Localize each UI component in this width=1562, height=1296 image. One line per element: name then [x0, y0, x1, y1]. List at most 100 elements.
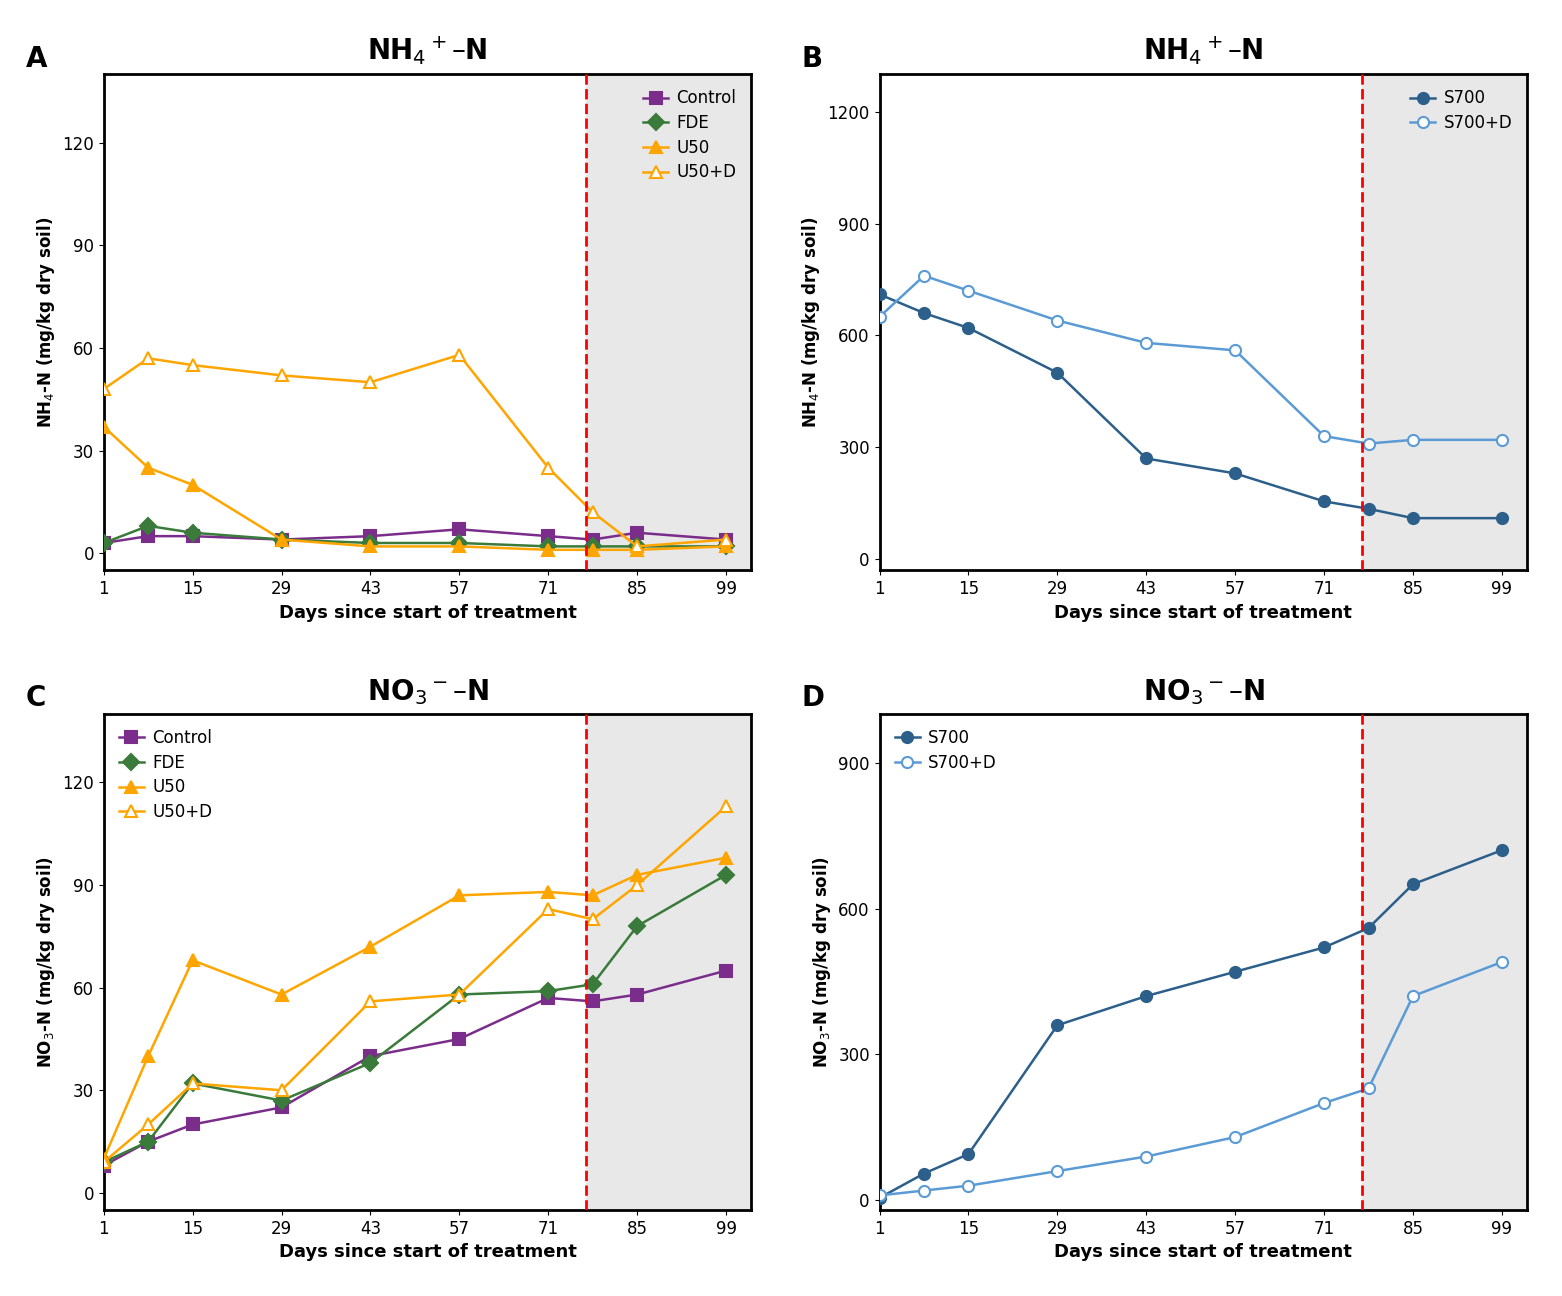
Control: [583, 994, 601, 1010]
FDE: [183, 525, 201, 540]
Line: U50: U50: [98, 853, 731, 1164]
S700+D: [915, 1183, 934, 1199]
S700: [1048, 365, 1067, 381]
U50: [183, 953, 201, 968]
S700+D: [1404, 989, 1423, 1004]
Control: [628, 525, 647, 540]
Line: S700: S700: [875, 289, 1507, 524]
FDE: [583, 539, 601, 555]
Control: [139, 1134, 158, 1150]
Bar: [1362, 74, 1562, 570]
Line: U50: U50: [98, 421, 731, 556]
S700: [1226, 465, 1245, 481]
Text: B: B: [801, 44, 823, 73]
Control: [272, 531, 291, 547]
U50+D: [717, 798, 736, 814]
Control: [183, 1117, 201, 1133]
Title: NO$_3$$^-$–N: NO$_3$$^-$–N: [1142, 678, 1264, 708]
FDE: [361, 535, 380, 551]
S700+D: [1137, 336, 1156, 351]
U50: [450, 539, 469, 555]
U50+D: [628, 539, 647, 555]
U50: [94, 419, 112, 434]
FDE: [539, 984, 558, 999]
U50: [583, 542, 601, 557]
X-axis label: Days since start of treatment: Days since start of treatment: [1054, 1243, 1353, 1261]
S700+D: [915, 268, 934, 284]
S700+D: [1359, 435, 1378, 451]
FDE: [183, 1076, 201, 1091]
X-axis label: Days since start of treatment: Days since start of treatment: [278, 604, 576, 622]
U50: [717, 850, 736, 866]
U50: [539, 884, 558, 899]
Title: NH$_4$$^+$–N: NH$_4$$^+$–N: [367, 35, 487, 67]
U50+D: [139, 1117, 158, 1133]
S700: [1137, 989, 1156, 1004]
FDE: [450, 535, 469, 551]
Control: [717, 963, 736, 978]
Y-axis label: NO$_3$-N (mg/kg dry soil): NO$_3$-N (mg/kg dry soil): [811, 857, 833, 1068]
FDE: [450, 986, 469, 1002]
S700: [1493, 511, 1512, 526]
FDE: [272, 531, 291, 547]
FDE: [139, 1134, 158, 1150]
S700: [1226, 964, 1245, 980]
U50+D: [361, 994, 380, 1010]
Y-axis label: NH$_4$-N (mg/kg dry soil): NH$_4$-N (mg/kg dry soil): [800, 216, 822, 428]
S700+D: [1048, 1164, 1067, 1179]
U50+D: [539, 901, 558, 916]
Line: S700+D: S700+D: [875, 956, 1507, 1201]
S700: [915, 1166, 934, 1182]
Title: NO$_3$$^-$–N: NO$_3$$^-$–N: [367, 678, 489, 708]
FDE: [717, 539, 736, 555]
U50: [628, 542, 647, 557]
Line: S700: S700: [875, 845, 1507, 1204]
Line: Control: Control: [98, 966, 731, 1172]
U50+D: [183, 1076, 201, 1091]
S700: [870, 286, 889, 302]
S700+D: [870, 308, 889, 324]
FDE: [717, 867, 736, 883]
Legend: S700, S700+D: S700, S700+D: [1404, 83, 1518, 139]
S700+D: [1493, 954, 1512, 969]
Control: [183, 529, 201, 544]
U50: [139, 1048, 158, 1064]
Control: [94, 1157, 112, 1173]
Control: [272, 1099, 291, 1115]
Legend: Control, FDE, U50, U50+D: Control, FDE, U50, U50+D: [636, 83, 744, 188]
U50: [539, 542, 558, 557]
U50: [272, 531, 291, 547]
U50+D: [361, 375, 380, 390]
Title: NH$_4$$^+$–N: NH$_4$$^+$–N: [1143, 35, 1264, 67]
S700: [1137, 451, 1156, 467]
U50: [361, 539, 380, 555]
U50+D: [583, 911, 601, 927]
U50+D: [183, 358, 201, 373]
S700+D: [1315, 1095, 1334, 1111]
S700: [870, 1190, 889, 1205]
Legend: Control, FDE, U50, U50+D: Control, FDE, U50, U50+D: [112, 722, 219, 828]
Text: A: A: [27, 44, 47, 73]
U50+D: [94, 381, 112, 397]
Control: [450, 1032, 469, 1047]
Control: [628, 986, 647, 1002]
Control: [139, 529, 158, 544]
S700: [1404, 876, 1423, 892]
U50+D: [94, 1155, 112, 1170]
FDE: [361, 1055, 380, 1070]
FDE: [139, 518, 158, 534]
Line: U50+D: U50+D: [98, 801, 731, 1168]
U50: [628, 867, 647, 883]
S700+D: [1137, 1148, 1156, 1164]
S700+D: [1048, 312, 1067, 328]
Line: FDE: FDE: [98, 520, 731, 552]
U50: [450, 888, 469, 903]
U50: [183, 477, 201, 492]
S700+D: [1493, 432, 1512, 447]
FDE: [539, 539, 558, 555]
S700+D: [870, 1187, 889, 1203]
S700+D: [1359, 1081, 1378, 1096]
Control: [717, 531, 736, 547]
S700+D: [1226, 342, 1245, 358]
S700+D: [1404, 432, 1423, 447]
